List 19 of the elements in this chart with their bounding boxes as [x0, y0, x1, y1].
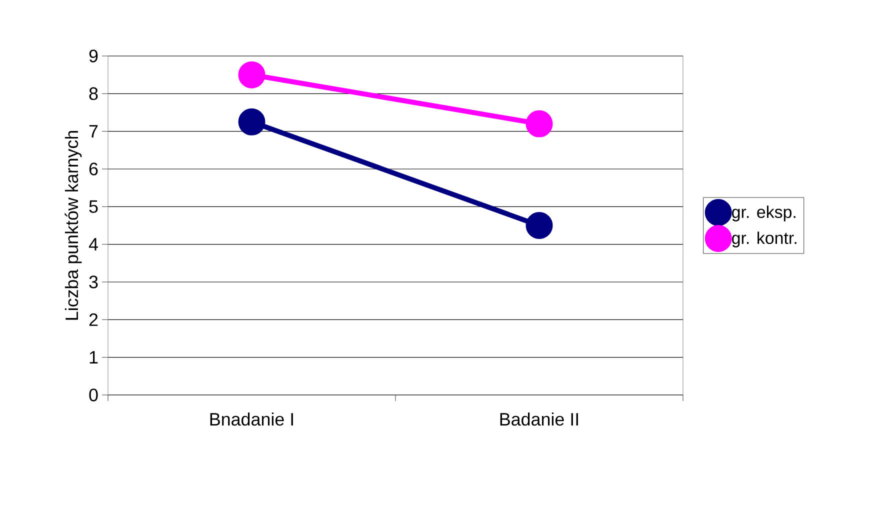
y-axis-title: Liczba punktów karnych [64, 131, 82, 320]
y-tick-label: 6 [89, 162, 98, 176]
y-tick-label: 2 [89, 313, 98, 326]
x-tick-label: Badanie II [500, 412, 578, 426]
y-tick-label: 5 [89, 200, 98, 213]
x-tick-label: Bnadanie I [210, 412, 293, 426]
legend-label: gr. kontr. [732, 232, 796, 248]
y-tick-label: 8 [89, 87, 98, 100]
legend-label: gr. eksp. [732, 206, 796, 222]
y-tick-label: 1 [90, 351, 98, 364]
y-tick-label: 9 [89, 50, 98, 62]
point [526, 110, 553, 138]
y-tick-label: 0 [89, 388, 98, 402]
y-tick-label: 7 [89, 125, 98, 138]
point [238, 108, 266, 136]
y-tick-label: 4 [88, 238, 98, 250]
point [238, 61, 266, 88]
y-tick-label: 3 [89, 276, 98, 288]
point [526, 212, 553, 239]
